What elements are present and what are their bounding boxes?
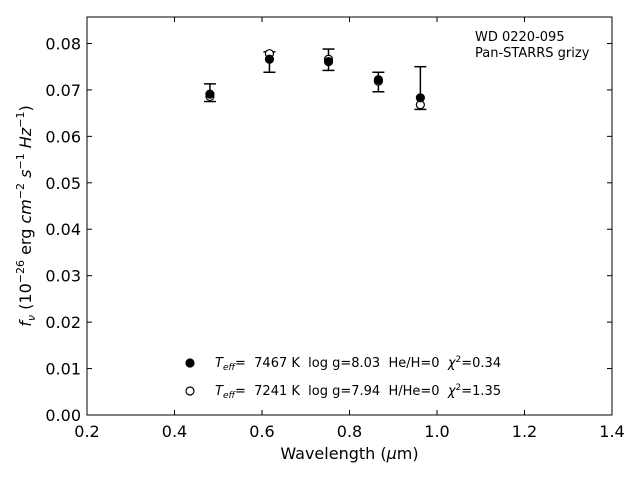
x-tick-label: 0.8 [337,422,362,441]
y-tick-label: 0.00 [45,406,81,425]
x-tick-label: 1.4 [599,422,624,441]
point-filled [323,56,334,67]
point-filled [373,75,383,85]
legend-label-open: Teff= 7241 K log g=7.94 H/He=0 χ2=1.35 [215,383,501,401]
y-tick-label: 0.03 [45,267,81,286]
point-filled [415,93,425,103]
point-filled [264,54,275,64]
y-tick-label: 0.05 [45,174,81,193]
y-axis-title: fν (10−26 erg cm−2 s−1 Hz−1) [14,105,38,326]
x-tick-label: 0.4 [162,422,187,441]
y-axis: 0.00 0.01 0.02 0.03 0.04 0.05 0.06 0.07 0.08 [45,34,612,425]
y-tick-label: 0.02 [45,313,81,332]
y-tick-label: 0.01 [45,360,81,379]
x-tick-label: 1.2 [512,422,537,441]
legend: Teff= 7467 K log g=8.03 He/H=0 χ2=0.34 T… [185,355,501,401]
legend-marker-open [185,386,195,396]
error-bars [203,48,427,111]
x-tick-label: 1.0 [424,422,449,441]
y-tick-label: 0.06 [45,127,81,146]
annotation-survey: Pan-STARRS grizy [475,46,590,61]
legend-marker-filled [185,358,195,368]
legend-label-filled: Teff= 7467 K log g=8.03 He/H=0 χ2=0.34 [215,355,501,373]
point-filled [205,89,215,99]
y-tick-label: 0.07 [45,81,81,100]
x-axis-title: Wavelength (μm) [280,444,418,463]
x-tick-label: 0.6 [249,422,274,441]
annotation-object: WD 0220-095 [475,30,565,45]
x-axis: 0.2 0.4 0.6 0.8 1.0 1.2 1.4 [74,17,625,441]
y-tick-label: 0.04 [45,220,81,239]
y-tick-label: 0.08 [45,34,81,53]
data-points [205,49,425,110]
x-tick-label: 0.2 [74,422,99,441]
